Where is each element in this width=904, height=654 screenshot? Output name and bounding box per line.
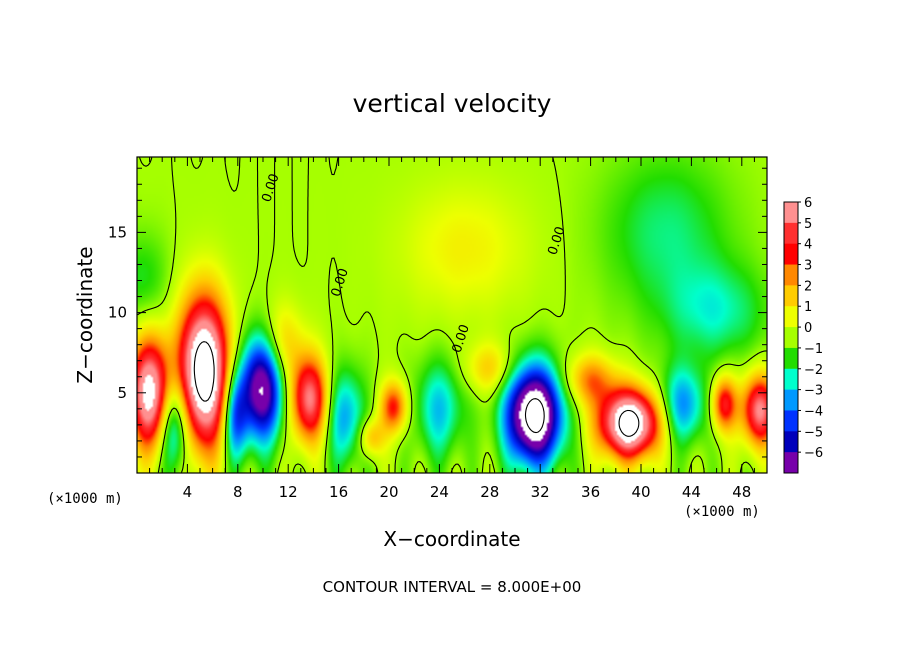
colorbar-swatch [784, 285, 798, 307]
x-tick-label: 32 [531, 483, 550, 501]
contour-negative [524, 398, 545, 434]
x-axis-label: X−coordinate [383, 527, 520, 551]
velocity-field [137, 157, 767, 473]
colorbar-swatch [784, 347, 798, 370]
contour-interval-note: CONTOUR INTERVAL = 8.000E+00 [323, 578, 582, 596]
colorbar-label: 2 [804, 279, 812, 294]
x-tick-label: 8 [233, 483, 243, 501]
colorbar-swatch [784, 389, 798, 411]
contour-line [137, 157, 767, 473]
y-axis-label: Z−coordinate [73, 246, 97, 383]
colorbar-label: 1 [804, 300, 812, 315]
colorbar-label: 3 [804, 259, 812, 274]
colorbar-swatch [784, 306, 798, 328]
x-unit-right: (×1000 m) [684, 504, 760, 520]
colorbar-label: 5 [804, 217, 812, 232]
x-tick-label: 48 [732, 483, 751, 501]
colorbar-swatch [784, 264, 798, 286]
colorbar-swatch [784, 368, 798, 391]
colorbar: 6 5 4 3 2 1 0 −1 −2 −3 −4 −5 −6 [783, 196, 823, 474]
colorbar-swatch [784, 327, 798, 349]
colorbar-label: 0 [804, 321, 812, 336]
y-tick-label: 5 [117, 384, 127, 402]
colorbar-swatch [784, 452, 798, 474]
colorbar-label: −1 [804, 342, 823, 357]
y-tick-label: 10 [108, 304, 127, 322]
x-tick-label: 12 [279, 483, 298, 501]
contour-lines [137, 157, 767, 473]
x-tick-label: 28 [480, 483, 499, 501]
x-tick-label: 4 [183, 483, 193, 501]
colorbar-label: 6 [804, 196, 812, 211]
x-tick-label: 16 [329, 483, 348, 501]
colorbar-swatch [784, 222, 798, 245]
chart-title: vertical velocity [353, 89, 552, 118]
x-axis: 4 8 12 16 20 24 28 32 36 40 44 48 [149, 157, 755, 501]
x-tick-label: 36 [581, 483, 600, 501]
y-axis: 5 10 15 [108, 167, 767, 458]
colorbar-label: −4 [804, 404, 823, 419]
x-tick-label: 44 [682, 483, 701, 501]
colorbar-swatch [784, 431, 798, 453]
x-tick-label: 24 [430, 483, 449, 501]
x-tick-label: 20 [379, 483, 398, 501]
plot-area: 0.000.000.000.00 [136, 156, 768, 474]
colorbar-label: −6 [804, 446, 823, 461]
colorbar-label: −2 [804, 363, 823, 378]
colorbar-swatch [784, 202, 798, 224]
colorbar-swatch [784, 410, 798, 432]
colorbar-swatch [784, 243, 798, 266]
colorbar-label: 4 [804, 238, 812, 253]
colorbar-label: −5 [804, 425, 823, 440]
contour-line [193, 341, 640, 437]
y-tick-label: 15 [108, 223, 127, 241]
colorbar-frame [783, 201, 799, 474]
x-unit-left: (×1000 m) [47, 491, 123, 507]
x-tick-label: 40 [631, 483, 650, 501]
colorbar-label: −3 [804, 384, 823, 399]
